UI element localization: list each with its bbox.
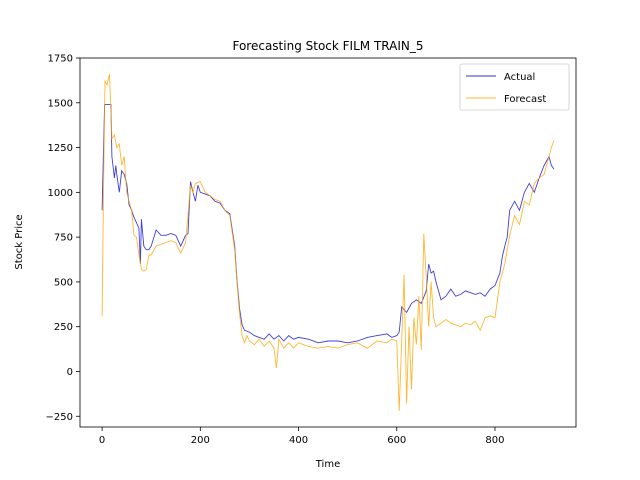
chart-title: Forecasting Stock FILM TRAIN_5 — [232, 39, 423, 53]
y-tick-label: 1500 — [48, 98, 73, 109]
y-tick-label: 500 — [54, 277, 73, 288]
y-tick-label: 1250 — [48, 143, 73, 154]
series-line-forecast — [101, 73, 555, 411]
x-tick-label: 600 — [387, 435, 406, 446]
legend-label-forecast: Forecast — [504, 94, 546, 105]
y-tick-label: −250 — [46, 412, 73, 423]
x-axis-ticks: 0 200 400 600 800 — [99, 427, 505, 446]
legend-label-actual: Actual — [504, 72, 535, 83]
x-tick-label: 400 — [289, 435, 308, 446]
y-axis-ticks: −250 0 250 500 750 1000 1250 1500 1750 — [46, 54, 80, 423]
plot-frame — [79, 57, 577, 428]
series-layer — [101, 73, 555, 411]
y-tick-label: 0 — [67, 367, 73, 378]
x-tick-label: 800 — [485, 435, 504, 446]
legend: Actual Forecast — [459, 63, 570, 111]
series-line-actual — [101, 104, 555, 344]
x-axis-label: Time — [315, 459, 340, 470]
y-tick-label: 1750 — [48, 54, 73, 65]
plot-area — [80, 58, 576, 427]
y-tick-label: 250 — [54, 322, 73, 333]
y-tick-label: 1000 — [48, 188, 73, 199]
y-axis-label: Stock Price — [14, 214, 25, 269]
x-tick-label: 200 — [191, 435, 210, 446]
x-tick-label: 0 — [99, 435, 105, 446]
y-tick-label: 750 — [54, 233, 73, 244]
